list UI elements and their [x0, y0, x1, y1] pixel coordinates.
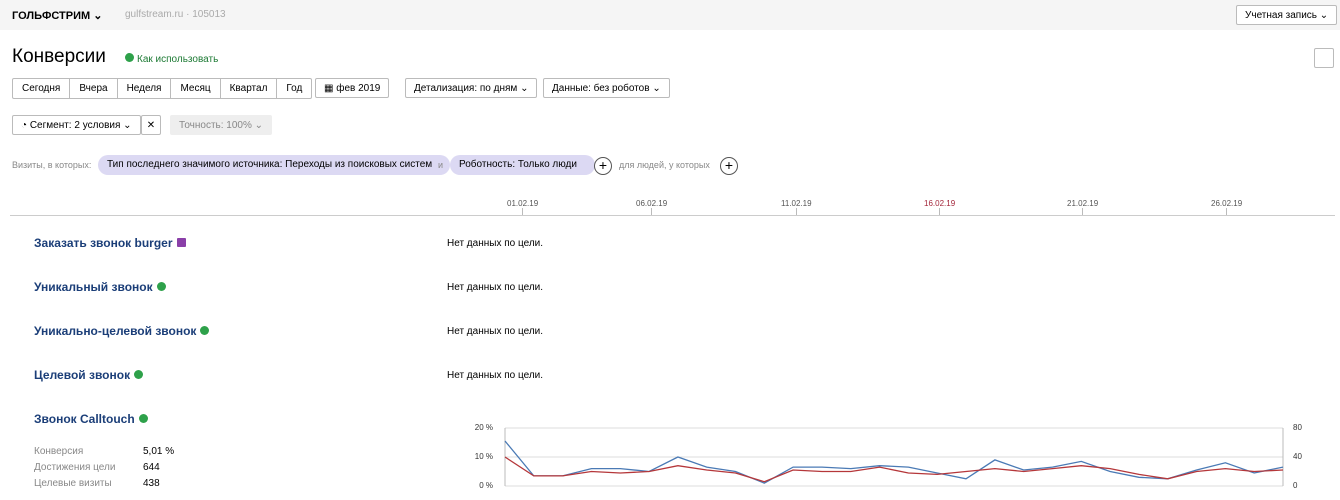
goal-name[interactable]: Заказать звонок burger — [34, 236, 186, 250]
goal-status: Нет данных по цели. — [447, 238, 544, 249]
chart: 0 % 10 % 20 % 0 40 80 — [475, 423, 1303, 490]
timeline-label: 26.02.19 — [1211, 199, 1243, 208]
timeline-label: 01.02.19 — [507, 199, 539, 208]
timeline-tick — [1226, 208, 1227, 215]
filters-and: и — [438, 160, 444, 170]
detail-button[interactable]: Детализация: по дням ⌄ — [405, 78, 538, 98]
timeline-axis — [10, 215, 1335, 216]
segment-button[interactable]: ◔ Сегмент: 2 условия ⌄ — [12, 115, 141, 135]
goal-icon — [156, 282, 166, 291]
filters-prefix: Визиты, в которых: — [12, 160, 92, 170]
goal-title[interactable]: Уникально-целевой звонок — [34, 324, 197, 338]
goal-title[interactable]: Уникальный звонок — [34, 280, 153, 294]
goal-title[interactable]: Заказать звонок burger — [34, 236, 173, 250]
help-link[interactable]: Как использовать — [125, 53, 218, 65]
goal-name[interactable]: Звонок Calltouch — [34, 412, 148, 426]
goal-icon — [138, 414, 148, 423]
month-button[interactable]: ▦ фев 2019 — [315, 78, 390, 98]
timeline-label: 11.02.19 — [781, 199, 812, 208]
y2-tick-label: 40 — [1293, 452, 1302, 461]
month-text[interactable]: фев 2019 — [336, 83, 381, 94]
period-button[interactable]: Неделя — [118, 79, 172, 98]
timeline-tick — [939, 208, 940, 215]
y2-tick-label: 0 — [1293, 481, 1298, 490]
clear-button[interactable]: ✕ — [141, 115, 161, 135]
timeline-label: 06.02.19 — [636, 199, 668, 208]
stat-value: 438 — [143, 478, 160, 489]
timeline-tick — [522, 208, 523, 215]
stat-label: Целевые визиты — [34, 478, 112, 489]
page-title: Конверсии — [12, 46, 106, 67]
stat-label: Конверсия — [34, 446, 84, 457]
filter-chip[interactable]: Тип последнего значимого источника: Пере… — [98, 155, 451, 175]
add-filter[interactable]: + — [594, 157, 612, 175]
timeline-tick — [1082, 208, 1083, 215]
goal-icon — [134, 370, 144, 379]
line — [504, 440, 1284, 484]
add-filter[interactable]: + — [720, 157, 738, 175]
period-button[interactable]: Сегодня — [13, 79, 71, 98]
goal-icon — [200, 326, 210, 335]
top-bar — [0, 0, 1340, 30]
period-button[interactable]: Квартал — [221, 79, 278, 98]
timeline-tick — [796, 208, 797, 215]
brand[interactable]: ГОЛЬФСТРИМ ⌄ — [12, 10, 103, 22]
filter-chip[interactable]: Роботность: Только люди — [450, 155, 595, 175]
goal-name[interactable]: Уникальный звонок — [34, 280, 166, 294]
goal-title[interactable]: Целевой звонок — [34, 368, 131, 382]
timeline-tick — [651, 208, 652, 215]
line — [504, 456, 1284, 483]
y2-tick-label: 80 — [1293, 423, 1302, 432]
period-group: Сегодня Вчера Неделя Месяц Квартал Год — [12, 78, 313, 99]
period-button[interactable]: Год — [286, 83, 303, 94]
timeline-label: 21.02.19 — [1067, 199, 1099, 208]
site: gulfstream.ru · 105013 — [125, 9, 226, 20]
help-text[interactable]: Как использовать — [137, 54, 219, 65]
goal-name[interactable]: Уникально-целевой звонок — [34, 324, 210, 338]
accuracy-text[interactable]: Точность: 100% — [179, 120, 252, 131]
y-tick-label: 0 % — [479, 481, 493, 490]
goal-title[interactable]: Звонок Calltouch — [34, 412, 135, 426]
timeline-label: 16.02.19 — [924, 199, 956, 208]
period-button[interactable]: Месяц — [171, 79, 221, 98]
detail-text[interactable]: Детализация: по дням — [414, 83, 518, 94]
period-button[interactable]: Вчера — [70, 79, 118, 98]
accuracy-button[interactable]: Точность: 100% ⌄ — [170, 115, 273, 135]
stat-value: 644 — [143, 462, 160, 473]
stat-label: Достижения цели — [34, 462, 116, 473]
stat-value: 5,01 % — [143, 446, 175, 457]
y-tick-label: 10 % — [475, 452, 493, 461]
robots-text[interactable]: Данные: без роботов — [552, 83, 650, 94]
goal-status: Нет данных по цели. — [447, 370, 544, 381]
robots-button[interactable]: Данные: без роботов ⌄ — [543, 78, 670, 98]
segment-text[interactable]: Сегмент: 2 условия — [29, 120, 121, 131]
brand-text[interactable]: ГОЛЬФСТРИМ — [12, 10, 91, 22]
account-text[interactable]: Учетная запись — [1245, 10, 1318, 21]
goal-name[interactable]: Целевой звонок — [34, 368, 144, 382]
filters-people: для людей, у которых — [619, 160, 710, 170]
goal-icon — [176, 238, 186, 247]
y-tick-label: 20 % — [475, 423, 493, 432]
account-button[interactable]: Учетная запись ⌄ — [1236, 5, 1338, 25]
goal-status: Нет данных по цели. — [447, 326, 544, 337]
settings-button[interactable] — [1314, 48, 1334, 68]
goal-status: Нет данных по цели. — [447, 282, 544, 293]
